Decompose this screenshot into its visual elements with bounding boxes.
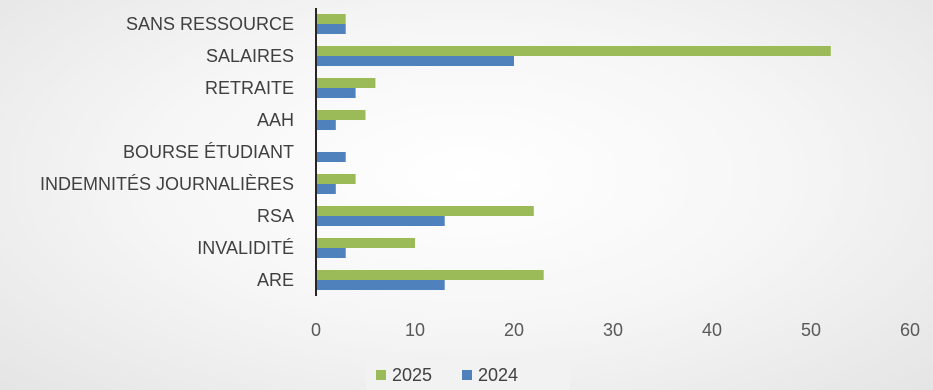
bar-2024 xyxy=(316,184,336,194)
bar-2024 xyxy=(316,56,514,66)
x-tick-label: 10 xyxy=(405,320,425,340)
category-label: ARE xyxy=(257,270,294,290)
bar-2025 xyxy=(316,238,415,248)
category-label: BOURSE ÉTUDIANT xyxy=(123,142,294,162)
legend-label-2025: 2025 xyxy=(392,365,432,385)
legend-label-2024: 2024 xyxy=(478,365,518,385)
legend-swatch-2025 xyxy=(376,370,386,380)
bar-2024 xyxy=(316,152,346,162)
bar-2024 xyxy=(316,280,445,290)
bar-2025 xyxy=(316,206,534,216)
bar-2025 xyxy=(316,174,356,184)
category-label: SANS RESSOURCE xyxy=(126,14,294,34)
x-tick-label: 0 xyxy=(311,320,321,340)
bar-2025 xyxy=(316,78,376,88)
bar-2024 xyxy=(316,120,336,130)
bar-2024 xyxy=(316,216,445,226)
legend-swatch-2024 xyxy=(462,370,472,380)
category-label: SALAIRES xyxy=(206,46,294,66)
category-label: INDEMNITÉS JOURNALIÈRES xyxy=(40,174,294,194)
x-tick-label: 50 xyxy=(801,320,821,340)
category-label: INVALIDITÉ xyxy=(197,238,294,258)
x-tick-label: 40 xyxy=(702,320,722,340)
bar-2025 xyxy=(316,270,544,280)
bar-2025 xyxy=(316,14,346,24)
bar-2025 xyxy=(316,110,366,120)
x-tick-label: 30 xyxy=(603,320,623,340)
x-tick-label: 60 xyxy=(900,320,920,340)
bar-2024 xyxy=(316,248,346,258)
category-label: RETRAITE xyxy=(205,78,294,98)
x-tick-label: 20 xyxy=(504,320,524,340)
category-label: RSA xyxy=(257,206,294,226)
category-label: AAH xyxy=(257,110,294,130)
bar-2024 xyxy=(316,24,346,34)
bar-2024 xyxy=(316,88,356,98)
bar-2025 xyxy=(316,46,831,56)
